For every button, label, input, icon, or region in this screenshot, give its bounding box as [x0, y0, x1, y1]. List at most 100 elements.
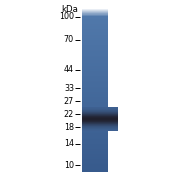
- Bar: [82, 101, 108, 102]
- Bar: [82, 132, 108, 133]
- Bar: [82, 17, 108, 18]
- Bar: [82, 77, 108, 78]
- Bar: [82, 123, 108, 124]
- Bar: [82, 138, 108, 139]
- Bar: [82, 124, 118, 125]
- Bar: [82, 120, 108, 121]
- Bar: [82, 124, 108, 125]
- Bar: [82, 144, 108, 145]
- Bar: [82, 78, 108, 79]
- Bar: [82, 12, 108, 13]
- Bar: [82, 57, 108, 58]
- Bar: [82, 161, 108, 162]
- Bar: [82, 80, 108, 81]
- Bar: [82, 15, 108, 16]
- Bar: [82, 95, 108, 96]
- Bar: [82, 118, 108, 119]
- Bar: [82, 8, 108, 9]
- Bar: [82, 152, 108, 153]
- Bar: [82, 21, 108, 22]
- Bar: [82, 169, 108, 170]
- Bar: [82, 142, 108, 143]
- Bar: [82, 121, 118, 122]
- Bar: [82, 71, 108, 72]
- Bar: [82, 42, 108, 43]
- Text: 100: 100: [59, 12, 74, 21]
- Bar: [82, 75, 108, 76]
- Bar: [82, 145, 108, 146]
- Bar: [82, 74, 108, 75]
- Bar: [82, 85, 108, 86]
- Bar: [82, 89, 108, 90]
- Bar: [82, 51, 108, 52]
- Bar: [82, 9, 108, 10]
- Bar: [82, 165, 108, 166]
- Bar: [82, 166, 108, 167]
- Bar: [82, 99, 108, 100]
- Bar: [82, 56, 108, 57]
- Bar: [82, 106, 108, 107]
- Bar: [82, 139, 108, 140]
- Bar: [82, 134, 108, 135]
- Bar: [82, 55, 108, 56]
- Bar: [82, 121, 108, 122]
- Bar: [82, 140, 108, 141]
- Bar: [82, 100, 108, 101]
- Bar: [82, 61, 108, 62]
- Bar: [82, 39, 108, 40]
- Bar: [82, 92, 108, 93]
- Bar: [82, 26, 108, 27]
- Bar: [82, 83, 108, 84]
- Bar: [82, 131, 108, 132]
- Bar: [82, 93, 108, 94]
- Bar: [82, 69, 108, 70]
- Bar: [82, 102, 108, 103]
- Bar: [82, 35, 108, 36]
- Bar: [82, 62, 108, 63]
- Bar: [82, 65, 108, 66]
- Bar: [82, 146, 108, 147]
- Bar: [82, 25, 108, 26]
- Bar: [82, 123, 118, 124]
- Bar: [82, 128, 108, 129]
- Bar: [82, 29, 108, 30]
- Bar: [82, 52, 108, 53]
- Bar: [82, 150, 108, 151]
- Bar: [82, 27, 108, 28]
- Bar: [82, 70, 108, 71]
- Bar: [82, 158, 108, 159]
- Bar: [82, 122, 118, 123]
- Bar: [82, 63, 108, 64]
- Bar: [82, 38, 108, 39]
- Bar: [82, 148, 108, 149]
- Bar: [82, 103, 108, 104]
- Bar: [82, 113, 118, 114]
- Bar: [82, 48, 108, 49]
- Bar: [82, 11, 108, 12]
- Bar: [82, 116, 118, 117]
- Bar: [82, 96, 108, 97]
- Bar: [82, 167, 108, 168]
- Bar: [82, 59, 108, 60]
- Text: 18: 18: [64, 123, 74, 132]
- Bar: [82, 111, 118, 112]
- Bar: [82, 40, 108, 41]
- Bar: [82, 104, 108, 105]
- Bar: [82, 79, 108, 80]
- Bar: [82, 76, 108, 77]
- Bar: [82, 68, 108, 69]
- Bar: [82, 97, 108, 98]
- Bar: [82, 126, 118, 127]
- Bar: [82, 137, 108, 138]
- Bar: [82, 154, 108, 155]
- Bar: [82, 105, 108, 106]
- Bar: [82, 163, 108, 164]
- Bar: [82, 122, 108, 123]
- Bar: [82, 125, 108, 126]
- Bar: [82, 149, 108, 150]
- Bar: [82, 107, 118, 108]
- Bar: [82, 66, 108, 67]
- Bar: [82, 50, 108, 51]
- Text: 70: 70: [64, 35, 74, 44]
- Text: kDa: kDa: [61, 6, 78, 15]
